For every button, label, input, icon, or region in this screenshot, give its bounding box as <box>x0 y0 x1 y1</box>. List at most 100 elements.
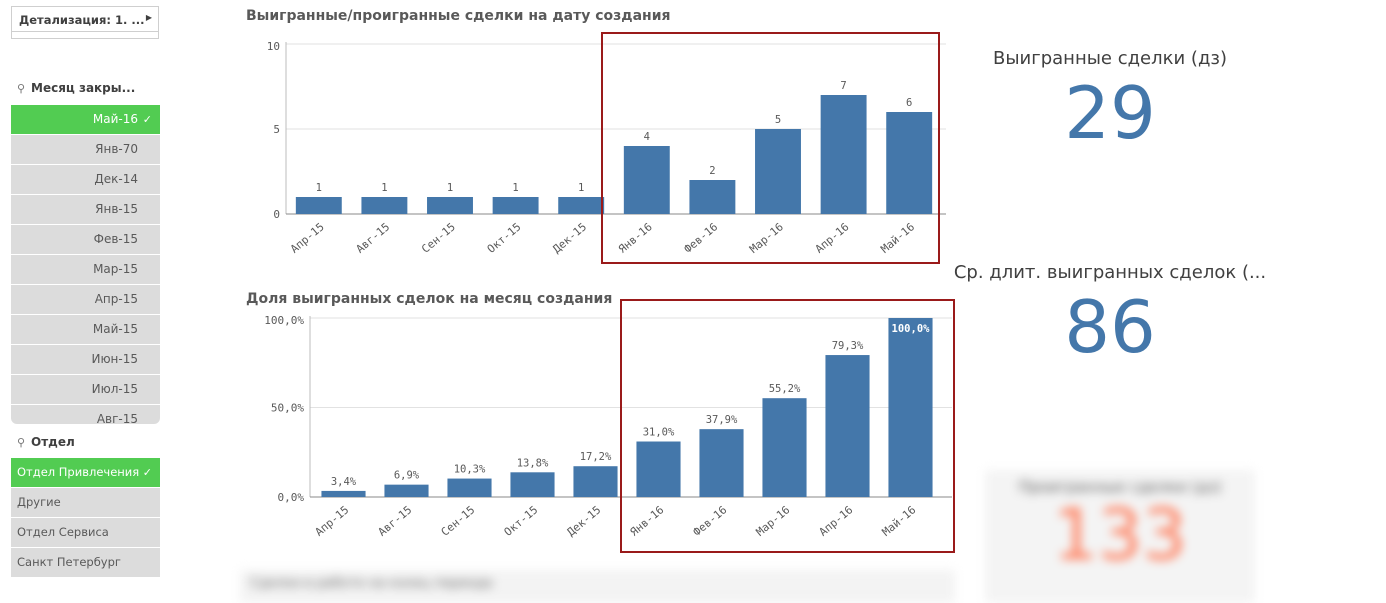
listbox-dept-item[interactable]: Другие <box>11 488 160 517</box>
bar[interactable] <box>820 95 867 214</box>
x-tick-label: Дек-15 <box>550 220 589 256</box>
check-icon: ✓ <box>142 113 152 126</box>
listbox-month-item-label: Авг-15 <box>96 412 138 424</box>
chart2-title: Доля выигранных сделок на месяц создания <box>246 291 613 307</box>
bottom-panel-title: Сделки в работе на конец периода <box>250 576 493 591</box>
data-label: 6,9% <box>394 470 420 482</box>
kpi-lost-deals[interactable]: Проигранные сделки (дз) 133 <box>985 470 1255 603</box>
y-tick-label: 50,0% <box>271 402 304 415</box>
listbox-month[interactable]: Май-16 ✓ Янв-70 Дек-14 Янв-15 Фев-15 Мар-15 Апр… <box>11 105 160 424</box>
bar[interactable] <box>755 129 801 214</box>
listbox-month-item-label: Дек-14 <box>94 172 138 186</box>
bar[interactable] <box>689 180 736 214</box>
x-tick-label: Авг-15 <box>354 220 393 256</box>
listbox-month-item-label: Янв-70 <box>95 142 138 156</box>
bar[interactable] <box>427 197 473 214</box>
triangle-right-icon: ▶ <box>145 13 152 22</box>
data-label: 1 <box>512 182 518 194</box>
listbox-month-item[interactable]: Фев-15 <box>11 225 160 254</box>
bottom-panel[interactable]: Сделки в работе на конец периода <box>240 570 955 603</box>
bar[interactable] <box>699 429 744 497</box>
listbox-dept-item-label: Санкт Петербург <box>17 555 121 569</box>
kpi-avg-value: 86 <box>1064 285 1156 369</box>
listbox-month-item[interactable]: Мар-15 <box>11 255 160 284</box>
listbox-dept-item-label: Отдел Привлечения <box>17 465 140 479</box>
bar[interactable] <box>384 484 429 497</box>
check-icon: ✓ <box>142 466 152 479</box>
bar[interactable] <box>295 197 342 214</box>
listbox-dept-item[interactable]: Санкт Петербург <box>11 548 160 577</box>
x-tick-label: Апр-15 <box>288 220 327 256</box>
bar[interactable] <box>762 398 807 497</box>
listbox-month-item-label: Май-15 <box>92 322 138 336</box>
highlight-box-chart1 <box>601 32 940 264</box>
bar[interactable] <box>447 478 492 497</box>
bar[interactable] <box>573 466 618 497</box>
data-label: 3,4% <box>331 476 357 488</box>
listbox-month-item-label: Июн-15 <box>91 352 138 366</box>
drilldown-selector[interactable]: Детализация: 1. ... ▶ <box>11 6 159 32</box>
x-tick-label: Апр-15 <box>313 503 352 539</box>
listbox-month-item-label: Апр-15 <box>94 292 138 306</box>
x-tick-label: Дек-15 <box>565 503 604 539</box>
listbox-month-item-label: Мар-15 <box>93 262 138 276</box>
bar[interactable] <box>558 197 605 214</box>
bar[interactable] <box>825 355 870 497</box>
bar[interactable] <box>888 318 933 497</box>
data-label: 1 <box>447 182 453 194</box>
listbox-dept-item[interactable]: Отдел Привлечения ✓ <box>11 458 160 487</box>
y-tick-label: 10 <box>267 40 280 53</box>
kpi-avg-duration[interactable]: Ср. длит. выигранных сделок (... 86 <box>950 262 1270 369</box>
listbox-month-item[interactable]: Дек-14 <box>11 165 160 194</box>
chart1-title: Выигранные/проигранные сделки на дату со… <box>246 8 671 24</box>
data-label: 1 <box>381 182 387 194</box>
bar[interactable] <box>492 197 539 214</box>
x-tick-label: Сен-15 <box>419 220 458 256</box>
data-label: 55,2% <box>769 383 801 395</box>
listbox-month-item[interactable]: Янв-15 <box>11 195 160 224</box>
bar[interactable] <box>636 441 681 497</box>
listbox-dept-title: Отдел <box>31 435 75 449</box>
data-label: 1 <box>316 182 322 194</box>
y-tick-label: 0 <box>273 208 280 221</box>
listbox-dept[interactable]: Отдел Привлечения ✓ Другие Отдел Сервиса Сан… <box>11 458 160 578</box>
chart2[interactable]: 0,0% 50,0% 100,0% 3,4% Апр-15 6,9% Авг-15 10,3%… <box>240 310 960 555</box>
listbox-month-header[interactable]: ⚲ Месяц закры... <box>17 81 135 95</box>
listbox-dept-item-label: Отдел Сервиса <box>17 525 109 539</box>
data-label: 1 <box>578 182 584 194</box>
listbox-dept-header[interactable]: ⚲ Отдел <box>17 435 75 449</box>
kpi-lost-title: Проигранные сделки (дз) <box>1018 478 1222 496</box>
listbox-month-item[interactable]: Янв-70 <box>11 135 160 164</box>
kpi-won-deals[interactable]: Выигранные сделки (дз) 29 <box>970 48 1250 155</box>
y-tick-label: 100,0% <box>264 314 304 327</box>
listbox-month-item[interactable]: Июн-15 <box>11 345 160 374</box>
x-tick-label: Сен-15 <box>439 503 478 539</box>
kpi-avg-title: Ср. длит. выигранных сделок (... <box>953 262 1267 283</box>
listbox-month-item[interactable]: Май-15 <box>11 315 160 344</box>
listbox-month-item[interactable]: Май-16 ✓ <box>11 105 160 134</box>
bar[interactable] <box>361 197 408 214</box>
data-label: 37,9% <box>706 414 738 426</box>
bar[interactable] <box>321 490 366 497</box>
bar[interactable] <box>623 146 670 214</box>
bar[interactable] <box>886 112 933 214</box>
search-icon: ⚲ <box>17 82 26 95</box>
listbox-dept-item[interactable]: Отдел Сервиса <box>11 518 160 547</box>
kpi-won-value: 29 <box>1064 71 1156 155</box>
kpi-lost-value: 133 <box>1053 494 1187 576</box>
data-label: 100,0% <box>892 323 931 335</box>
x-tick-label: Окт-15 <box>485 220 524 256</box>
data-label: 6 <box>906 97 912 109</box>
y-tick-label: 0,0% <box>278 491 305 504</box>
listbox-month-item[interactable]: Июл-15 <box>11 375 160 404</box>
listbox-month-item[interactable]: Апр-15 <box>11 285 160 314</box>
chart1[interactable]: 0 5 10 1 Апр-15 1 Авг-15 1 Сен-15 1 Окт-15 1 Дек-15 4… <box>240 30 960 270</box>
data-label: 7 <box>840 80 846 92</box>
listbox-month-title: Месяц закры... <box>31 81 136 95</box>
data-label: 79,3% <box>832 340 864 352</box>
listbox-month-item[interactable]: Авг-15 <box>11 405 160 424</box>
data-label: 10,3% <box>454 464 486 476</box>
listbox-dept-item-label: Другие <box>17 495 61 509</box>
x-tick-label: Окт-15 <box>502 503 541 539</box>
bar[interactable] <box>510 472 555 497</box>
